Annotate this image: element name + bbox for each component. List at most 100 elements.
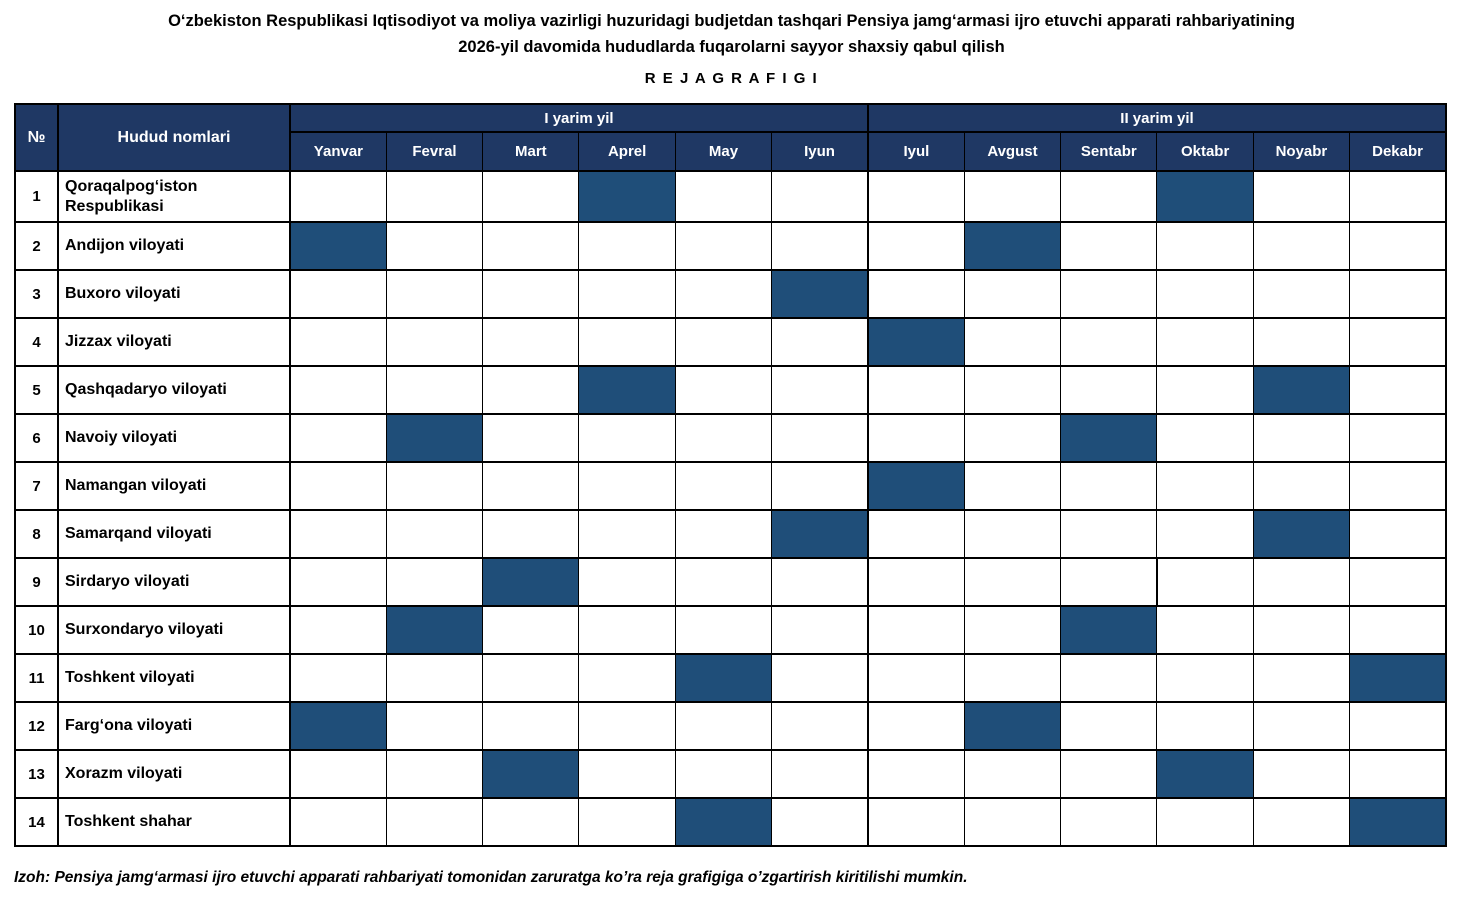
schedule-cell [1252,413,1351,463]
region-name: Surxondaryo viloyati [57,605,291,655]
schedule-cell [288,653,387,703]
scheduled-month-cell [482,557,580,607]
schedule-cell [1349,170,1447,223]
scheduled-month-cell [1252,509,1351,559]
schedule-cell [1060,221,1158,271]
table-row: 7 Namangan viloyati [14,461,1447,511]
schedule-cell [1060,269,1158,319]
month-header: Mart [482,131,580,172]
schedule-cell [674,509,773,559]
region-name: Qashqadaryo viloyati [57,365,291,415]
scheduled-month-cell [771,509,869,559]
schedule-cell [1252,557,1351,607]
schedule-cell [385,749,484,799]
schedule-cell [1060,749,1158,799]
schedule-cell [288,170,387,223]
table-row: 3 Buxoro viloyati [14,269,1447,319]
schedule-cell [1156,509,1254,559]
scheduled-month-cell [771,269,869,319]
region-name: Xorazm viloyati [57,749,291,799]
schedule-cell [578,605,676,655]
schedule-cell [578,557,676,607]
schedule-cell [1349,317,1447,367]
scheduled-month-cell [963,221,1062,271]
schedule-cell [1349,749,1447,799]
row-number: 9 [14,557,59,607]
table-row: 2 Andijon viloyati [14,221,1447,271]
schedule-cell [1060,797,1158,847]
schedule-cell [482,365,580,415]
schedule-cell [674,749,773,799]
schedule-cell [1156,797,1254,847]
schedule-cell [385,269,484,319]
row-number: 5 [14,365,59,415]
scheduled-month-cell [288,221,387,271]
schedule-cell [866,509,965,559]
region-name: Navoiy viloyati [57,413,291,463]
schedule-cell [288,557,387,607]
row-number: 7 [14,461,59,511]
scheduled-month-cell [578,365,676,415]
schedule-cell [482,461,580,511]
schedule-cell [771,605,869,655]
schedule-cell [1252,170,1351,223]
scheduled-month-cell [385,413,484,463]
schedule-cell [578,461,676,511]
schedule-cell [771,461,869,511]
month-header: Aprel [578,131,676,172]
region-name: Sirdaryo viloyati [57,557,291,607]
schedule-cell [385,509,484,559]
schedule-cell [288,461,387,511]
schedule-cell [1060,317,1158,367]
region-name: Toshkent viloyati [57,653,291,703]
schedule-cell [866,170,965,223]
table-row: 1 Qoraqalpog‘iston Respublikasi [14,170,1447,223]
month-header: Noyabr [1252,131,1351,172]
table-row: 11 Toshkent viloyati [14,653,1447,703]
table-row: 13 Xorazm viloyati [14,749,1447,799]
scheduled-month-cell [866,317,965,367]
schedule-cell [674,461,773,511]
schedule-cell [1252,749,1351,799]
schedule-cell [963,413,1062,463]
table-row: 14 Toshkent shahar [14,797,1447,847]
schedule-cell [1060,509,1158,559]
scheduled-month-cell [1252,365,1351,415]
month-header: Oktabr [1156,131,1254,172]
row-number: 4 [14,317,59,367]
schedule-cell [1252,221,1351,271]
schedule-cell [1156,461,1254,511]
schedule-cell [963,365,1062,415]
row-number: 11 [14,653,59,703]
schedule-cell [1349,701,1447,751]
scheduled-month-cell [1156,170,1254,223]
schedule-cell [1060,365,1158,415]
schedule-cell [482,170,580,223]
schedule-cell [578,653,676,703]
month-header: Iyun [771,131,869,172]
month-header: Sentabr [1060,131,1158,172]
schedule-cell [1060,653,1158,703]
row-number: 10 [14,605,59,655]
schedule-cell [674,701,773,751]
schedule-cell [288,797,387,847]
row-number: 3 [14,269,59,319]
schedule-cell [288,317,387,367]
scheduled-month-cell [1060,605,1158,655]
schedule-cell [385,461,484,511]
schedule-cell [1155,557,1254,607]
scheduled-month-cell [288,701,387,751]
schedule-cell [288,269,387,319]
schedule-cell [385,653,484,703]
schedule-cell [1252,269,1351,319]
row-number: 1 [14,170,59,223]
schedule-cell [866,797,965,847]
schedule-cell [771,317,869,367]
region-name: Samarqand viloyati [57,509,291,559]
schedule-cell [771,749,869,799]
schedule-cell [1156,413,1254,463]
schedule-cell [674,269,773,319]
document-title: O‘zbekiston Respublikasi Iqtisodiyot va … [0,8,1463,87]
schedule-cell [578,413,676,463]
schedule-cell [963,557,1062,607]
